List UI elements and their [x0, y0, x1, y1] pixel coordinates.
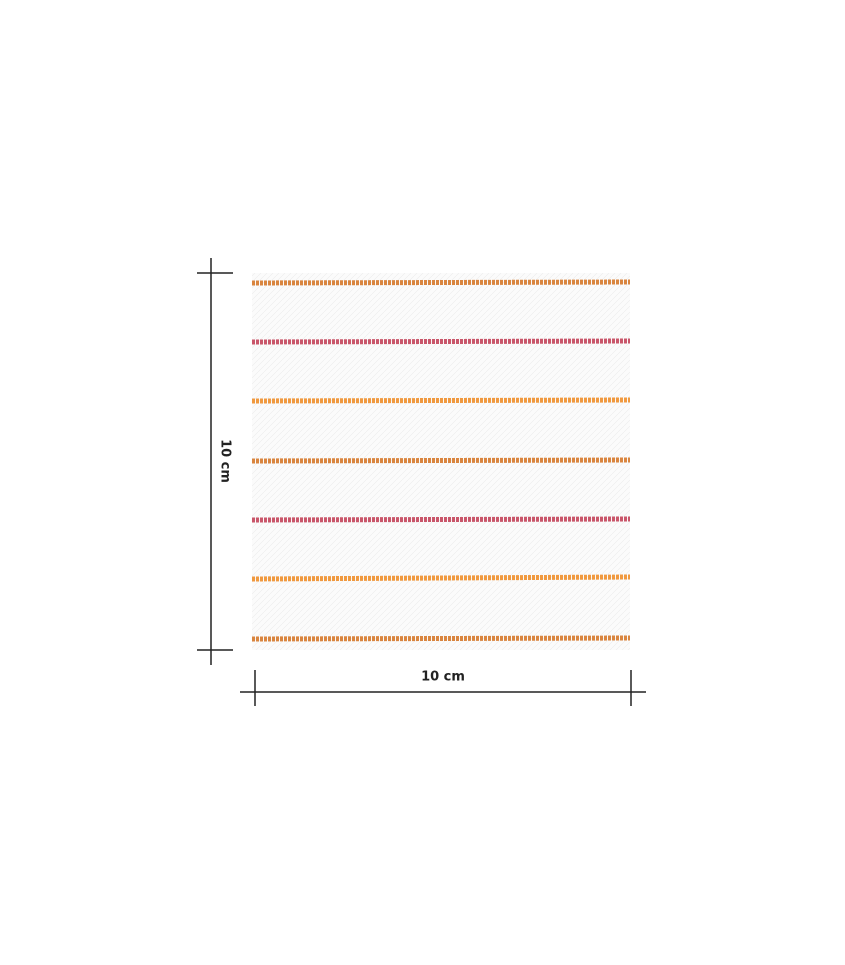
stripe: [251, 338, 631, 345]
stripe: [251, 457, 631, 464]
stripe: [251, 635, 631, 642]
stripe: [251, 516, 631, 523]
height-label: 10 cm: [218, 439, 233, 483]
height-dimension: [197, 258, 233, 665]
stripe: [251, 574, 631, 582]
width-label: 10 cm: [421, 670, 465, 685]
stripe: [251, 397, 631, 404]
fabric-swatch: [251, 273, 631, 650]
width-dimension: [240, 670, 646, 706]
stripe: [251, 279, 631, 286]
